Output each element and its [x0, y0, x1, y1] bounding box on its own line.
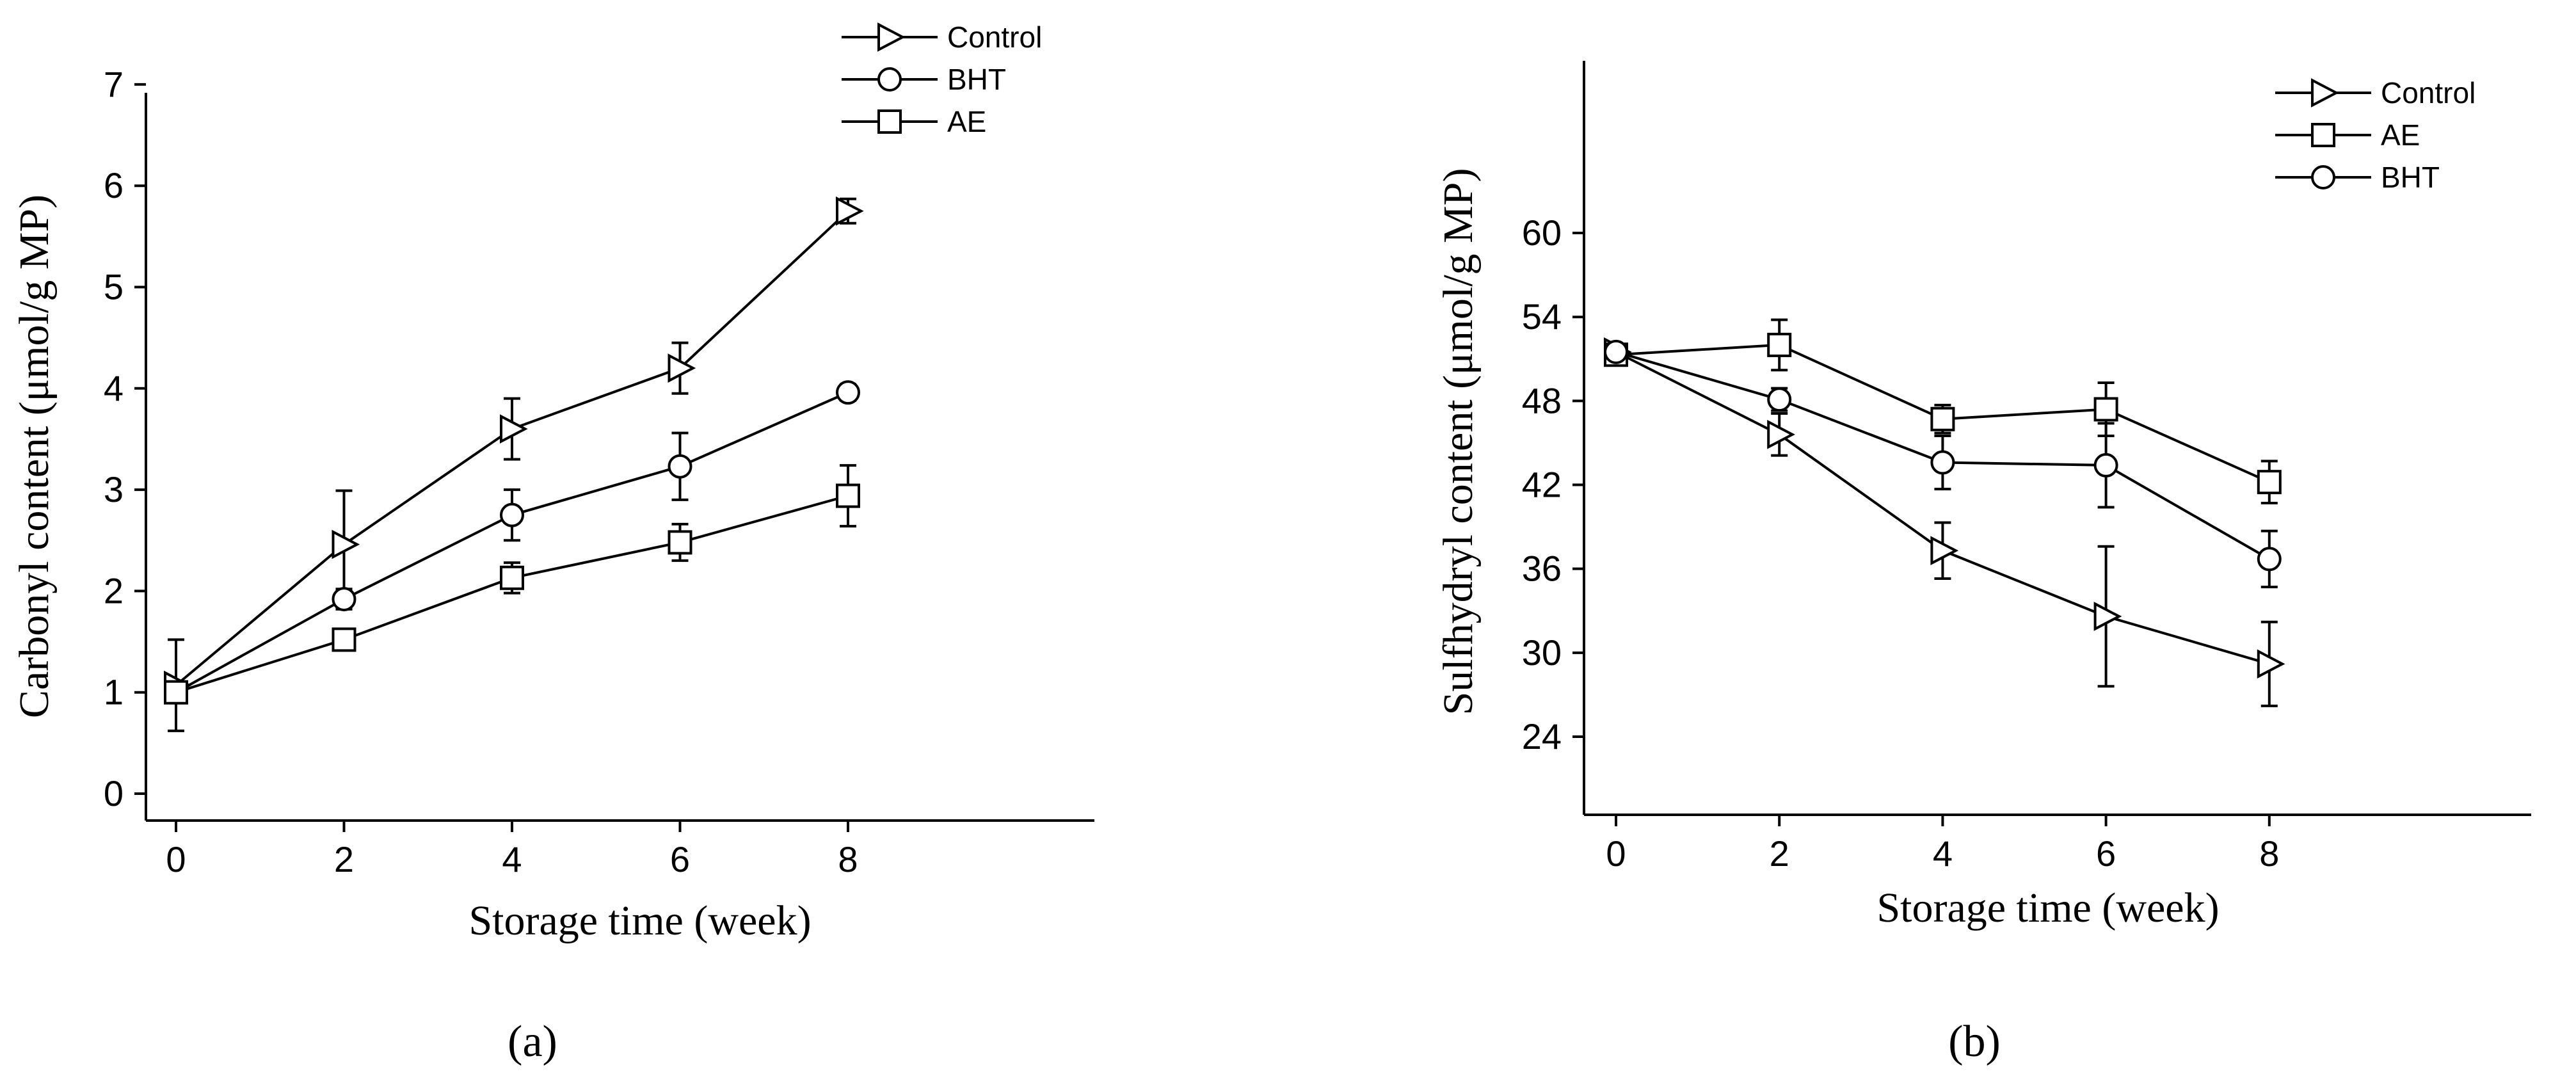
panel-a-ae-point-2: [332, 627, 356, 652]
panel-b-y-axis-label: Sulfhydryl content (μmol/g MP): [1435, 168, 1482, 716]
panel-b-x-tick-label-0: 0: [1606, 833, 1626, 874]
panel-a-legend-bht-label: BHT: [947, 63, 1006, 96]
panel-a-ae-point-6: [668, 530, 692, 555]
panel-b-x-tick-label-2: 2: [1770, 833, 1789, 874]
panel-b-legend-bht-label: BHT: [2381, 161, 2440, 194]
panel-a-ae-point-4: [500, 565, 524, 590]
panel-b-x-tick-label-6: 6: [2096, 833, 2116, 874]
panel-b-y-tick-label-54: 54: [1522, 296, 1562, 337]
panel-a-bht-point-6: [668, 454, 692, 479]
panel-b-x-tick-label-8: 8: [2259, 833, 2279, 874]
panel-a-y-tick-label-0: 0: [104, 773, 124, 814]
panel-a-control-point-2: [332, 529, 360, 559]
panel-b-ae-point-4: [1930, 406, 1955, 431]
panel-b-legend-control-label: Control: [2381, 76, 2476, 109]
panel-b-legend-ae-marker: [2311, 123, 2335, 147]
panel-a-legend-bht-marker: [877, 67, 902, 92]
panel-a-legend-control-label: Control: [947, 20, 1042, 54]
panel-b-y-tick-label-30: 30: [1522, 632, 1562, 673]
panel-a-control-point-6: [668, 353, 696, 383]
panel-b-bht-point-2: [1767, 387, 1792, 412]
panel-b-y-tick-label-42: 42: [1522, 465, 1562, 505]
panel-a-label: (a): [508, 1017, 557, 1066]
panel-a-x-tick-label-4: 4: [502, 839, 522, 879]
panel-a-ae-point-8: [836, 483, 860, 508]
panel-b-y-tick-label-36: 36: [1522, 549, 1562, 589]
panel-b-legend-bht-marker: [2311, 165, 2335, 189]
panel-a-x-tick-label-2: 2: [334, 839, 354, 879]
panel-a-y-tick-label-1: 1: [104, 672, 124, 712]
panel-b-control-line: [1615, 351, 2270, 666]
panel-b-y-tick-label-24: 24: [1522, 716, 1562, 757]
panel-a-bht-point-4: [500, 502, 524, 527]
panel-a-legend-control-marker: [877, 22, 906, 52]
panel-b-ae-point-2: [1767, 332, 1792, 357]
panel-a-y-tick-label-2: 2: [104, 570, 124, 611]
panel-a-y-tick-label-5: 5: [104, 267, 124, 307]
panel-a-y-tick-label-7: 7: [104, 64, 124, 104]
panel-a-bht-point-2: [332, 587, 356, 612]
panel-a-y-tick-label-3: 3: [104, 469, 124, 509]
panel-b-legend-ae-label: AE: [2381, 118, 2420, 152]
panel-b-ae-point-8: [2257, 470, 2282, 495]
panel-b-y-tick-label-60: 60: [1522, 212, 1562, 253]
panel-a-y-tick-label-4: 4: [104, 368, 124, 408]
panel-b-control-point-6: [2093, 602, 2122, 631]
panel-a-legend-ae-label: AE: [947, 105, 986, 138]
panel-b-bht-point-6: [2093, 453, 2118, 477]
panel-a-x-tick-label-0: 0: [166, 839, 186, 879]
panel-b-ae-point-6: [2093, 397, 2118, 422]
panel-a-control-point-8: [836, 196, 864, 226]
panel-b-y-tick-label-48: 48: [1522, 380, 1562, 421]
panel-b-x-tick-label-4: 4: [1933, 833, 1953, 874]
panel-b-bht-point-0: [1604, 339, 1628, 364]
panel-a-legend-ae-marker: [877, 109, 902, 134]
panel-a-ae-point-0: [164, 680, 188, 705]
panel-b-bht-point-8: [2257, 547, 2282, 572]
panel-a-y-axis-label: Carbonyl content (μmol/g MP): [11, 195, 58, 718]
panel-b-label: (b): [1948, 1017, 2001, 1066]
panel-a-x-tick-label-6: 6: [670, 839, 690, 879]
panel-a-x-tick-label-8: 8: [838, 839, 858, 879]
panel-b-x-axis-label: Storage time (week): [1876, 885, 2219, 931]
panel-b-bht-point-4: [1930, 450, 1955, 475]
panel-a-y-tick-label-6: 6: [104, 165, 124, 205]
panel-b-control-point-8: [2257, 649, 2285, 679]
panel-b-control-point-4: [1930, 536, 1959, 566]
panel-a-bht-point-8: [836, 380, 860, 405]
panel-a-x-axis-label: Storage time (week): [468, 897, 811, 944]
panel-a-carbonyl-chart: 0 1 2 3 4 5 6 7 0 2 4 6 8 Storage time (week) Carbo…: [11, 20, 1094, 1066]
panel-b-legend-control-marker: [2311, 78, 2339, 108]
panel-b-control-point-2: [1767, 419, 1795, 449]
panel-a-control-point-4: [500, 414, 528, 444]
